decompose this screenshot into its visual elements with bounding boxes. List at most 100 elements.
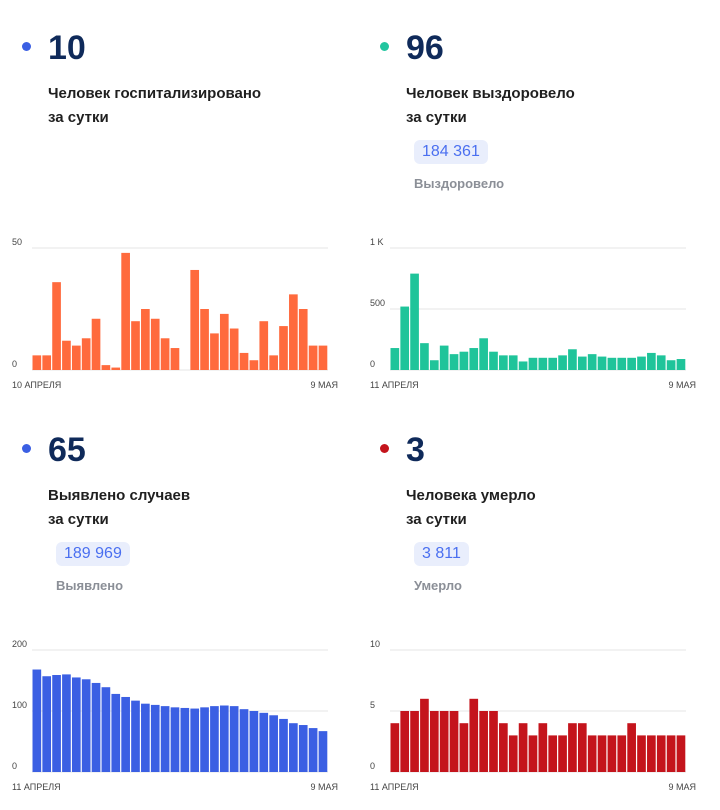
bar (548, 735, 558, 772)
bar (489, 711, 498, 772)
hospitalized-chart: 0 50 10 АПРЕЛЯ 9 МАЯ (12, 237, 338, 390)
hospitalized-dot-icon (22, 42, 31, 51)
bar (249, 360, 259, 370)
x-end-label: 9 МАЯ (668, 380, 696, 390)
bar (190, 708, 200, 772)
recovered-total-badge: 184 361 (414, 140, 488, 164)
bar (318, 731, 328, 772)
bar (390, 348, 400, 370)
bar (170, 707, 180, 772)
bar (627, 723, 636, 772)
y-tick-label: 5 (370, 700, 375, 710)
bar (111, 693, 121, 772)
bar (42, 355, 52, 370)
bar (518, 723, 528, 772)
bar (160, 706, 170, 772)
bar (279, 326, 288, 370)
bar (141, 309, 150, 370)
bar (180, 707, 190, 772)
bar (508, 735, 518, 772)
deaths-total-badge: 3 811 (414, 542, 469, 566)
recovered-dot-icon (380, 42, 389, 51)
bar (259, 321, 269, 370)
y-tick-label: 0 (370, 761, 375, 771)
bar (150, 704, 160, 772)
bar (210, 333, 219, 370)
bar (597, 735, 607, 772)
bar (289, 723, 298, 772)
bar (279, 718, 288, 772)
y-tick-label: 100 (12, 700, 27, 710)
bar (121, 696, 130, 772)
bar (469, 698, 479, 772)
bar (508, 355, 518, 370)
bar (420, 343, 429, 370)
bar (308, 728, 318, 772)
bar (160, 338, 170, 370)
bar (170, 348, 180, 370)
y-tick-label: 50 (12, 237, 22, 247)
bar (528, 357, 538, 370)
bar (489, 351, 498, 370)
y-tick-label: 0 (12, 359, 17, 369)
bar (400, 306, 410, 370)
bar (676, 735, 686, 772)
bar (429, 711, 439, 772)
bar (558, 355, 567, 370)
bar (479, 338, 488, 370)
bar (577, 356, 587, 370)
bar (666, 735, 676, 772)
bar (318, 345, 328, 370)
bar (91, 318, 101, 370)
bar (637, 735, 646, 772)
bar (656, 355, 666, 370)
bar (587, 735, 597, 772)
deaths-dot-icon (380, 444, 389, 453)
bar (558, 735, 567, 772)
bar (101, 365, 111, 370)
x-start-label: 11 АПРЕЛЯ (370, 380, 419, 390)
x-end-label: 9 МАЯ (310, 380, 338, 390)
cases-dot-icon (22, 444, 31, 453)
bar (289, 294, 298, 370)
bar (410, 711, 419, 772)
panel-cases: 65 Выявлено случаев за сутки 189 969 Выя… (12, 430, 362, 810)
bar (111, 367, 121, 370)
bar (42, 676, 52, 772)
bar (71, 677, 81, 772)
bar (219, 313, 229, 370)
deaths-chart: 0 5 10 11 АПРЕЛЯ 9 МАЯ (370, 639, 696, 792)
recovered-count: 96 (406, 29, 444, 67)
bar (577, 723, 587, 772)
bar (219, 705, 229, 772)
bar (597, 356, 607, 370)
x-start-label: 10 АПРЕЛЯ (12, 380, 61, 390)
bar (568, 349, 577, 370)
bar (499, 723, 508, 772)
bar (249, 711, 259, 772)
bar (459, 351, 469, 370)
bar (617, 357, 627, 370)
hospitalized-count: 10 (48, 29, 86, 67)
bar (459, 723, 469, 772)
panel-hospitalized: 10 Человек госпитализировано за сутки 0 5… (12, 28, 362, 408)
y-tick-label: 10 (370, 639, 380, 649)
bar (479, 711, 488, 772)
bar (449, 711, 459, 772)
bar (666, 360, 676, 370)
bar (229, 706, 239, 772)
bar (62, 340, 71, 370)
panel-recovered: 96 Человек выздоровело за сутки 184 361 … (370, 28, 720, 408)
bar (676, 359, 686, 370)
bar (410, 273, 419, 370)
bar (269, 715, 278, 772)
deaths-total-label: Умерло (414, 578, 462, 593)
bar (607, 357, 617, 370)
bar (259, 712, 269, 772)
bar (298, 725, 308, 772)
cases-chart: 0 100 200 11 АПРЕЛЯ 9 МАЯ (12, 639, 338, 792)
bar (62, 674, 71, 772)
bar (637, 356, 646, 370)
bar (538, 723, 548, 772)
bar (469, 348, 479, 370)
